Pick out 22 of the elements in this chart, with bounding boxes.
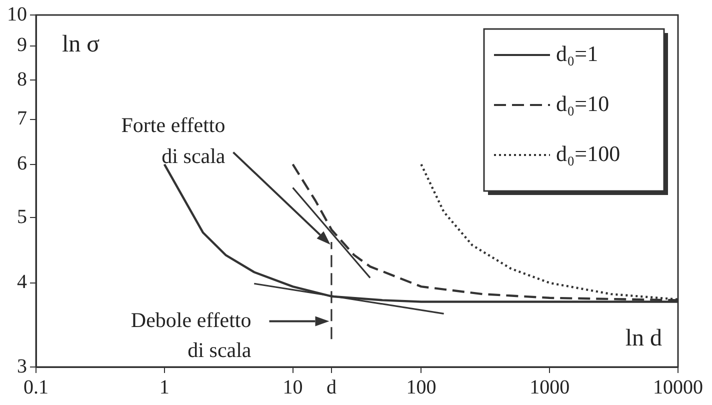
y-axis-title: ln σ <box>62 31 100 58</box>
x-tick-label: 10000 <box>653 376 703 398</box>
legend-label: d₀=100 <box>556 140 620 166</box>
annotation: Forte effetto di scala <box>121 112 226 168</box>
y-tick-label: 6 <box>17 152 27 175</box>
y-tick-label: 7 <box>17 108 27 130</box>
y-tick-label: 3 <box>17 355 27 378</box>
y-tick-label: 9 <box>17 34 27 56</box>
y-tick-label: 4 <box>17 271 27 294</box>
x-tick-label: 100 <box>406 376 436 398</box>
legend-label: d₀=1 <box>556 40 598 66</box>
y-tick-label: 5 <box>17 206 27 228</box>
y-tick-label: 10 <box>7 3 27 26</box>
x-tick-label: 0.1 <box>24 376 48 398</box>
x-tick-label: 10 <box>282 376 303 398</box>
x-tick-label: 1 <box>159 376 170 398</box>
legend-label: d₀=10 <box>556 90 610 116</box>
annotation: Debole effetto di scala <box>130 308 252 362</box>
x-tick-label: d <box>326 376 336 398</box>
y-tick-label: 8 <box>17 68 27 90</box>
x-tick-label: 1000 <box>530 376 570 398</box>
x-axis-title: ln d <box>625 325 662 352</box>
